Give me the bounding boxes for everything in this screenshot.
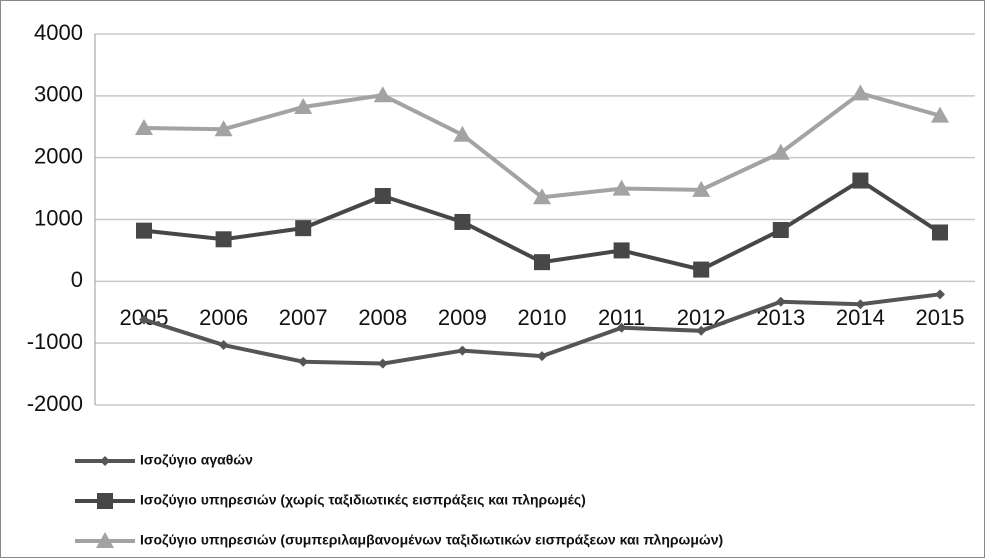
- legend-label: Ισοζύγιο αγαθών: [140, 452, 253, 468]
- data-point: [139, 314, 149, 325]
- data-point: [616, 322, 627, 333]
- data-point: [135, 118, 153, 135]
- data-point: [294, 97, 313, 114]
- data-point: [692, 180, 711, 197]
- data-point: [613, 242, 630, 259]
- data-point: [772, 222, 789, 239]
- data-point: [218, 340, 229, 351]
- data-point: [855, 299, 866, 310]
- y-tick-label: 4000: [34, 20, 83, 45]
- data-point: [454, 213, 471, 230]
- data-point: [298, 356, 309, 367]
- data-point: [534, 254, 550, 271]
- y-tick-label: -1000: [27, 329, 83, 354]
- data-point: [852, 172, 869, 189]
- data-point: [215, 231, 232, 248]
- data-point: [775, 296, 786, 307]
- data-point: [533, 188, 551, 205]
- data-point: [373, 86, 392, 103]
- data-point: [932, 224, 948, 241]
- data-point: [696, 325, 707, 336]
- data-point: [771, 143, 790, 160]
- data-point: [136, 222, 152, 239]
- legend-label: Ισοζύγιο υπηρεσιών (χωρίς ταξιδιωτικές ε…: [140, 492, 586, 508]
- y-tick-label: 3000: [34, 82, 83, 107]
- y-tick-label: -2000: [27, 391, 83, 416]
- y-tick-label: 0: [71, 267, 83, 292]
- x-tick-label: 2007: [279, 305, 328, 330]
- data-point: [935, 289, 945, 300]
- data-point: [374, 188, 391, 205]
- x-tick-label: 2009: [438, 305, 487, 330]
- data-point: [453, 125, 472, 142]
- legend-marker: [96, 532, 114, 548]
- data-point: [377, 358, 388, 369]
- legend-marker: [100, 456, 110, 466]
- data-point: [214, 120, 233, 137]
- data-point: [931, 106, 949, 123]
- legend-label: Ισοζύγιο υπηρεσιών (συμπεριλαμβανομένων …: [140, 532, 723, 548]
- data-point: [693, 261, 710, 278]
- x-tick-label: 2014: [836, 305, 885, 330]
- y-tick-label: 2000: [34, 143, 83, 168]
- legend-marker: [97, 493, 113, 509]
- data-point: [851, 84, 870, 101]
- data-point: [295, 220, 312, 237]
- data-point: [537, 351, 547, 362]
- y-tick-label: 1000: [34, 205, 83, 230]
- x-tick-label: 2006: [199, 305, 248, 330]
- data-point: [457, 345, 468, 356]
- x-tick-label: 2010: [518, 305, 567, 330]
- x-tick-label: 2015: [916, 305, 965, 330]
- data-point: [612, 179, 631, 196]
- x-tick-label: 2008: [358, 305, 407, 330]
